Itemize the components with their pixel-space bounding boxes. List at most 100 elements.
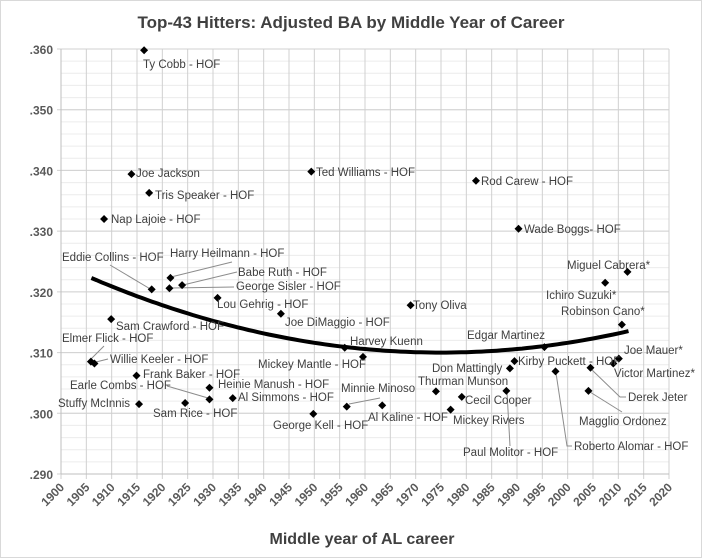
data-point-marker	[623, 267, 632, 276]
data-point-marker	[457, 392, 466, 401]
data-point-marker	[540, 343, 549, 352]
data-point-marker	[140, 46, 149, 55]
data-label: George Kell - HOF	[273, 420, 368, 432]
leader-line	[166, 385, 209, 399]
trendline	[90, 276, 629, 355]
data-point-marker	[514, 224, 523, 233]
y-tick-label: .290	[30, 468, 54, 482]
y-tick-label: .360	[30, 43, 54, 57]
data-label: Al Simmons - HOF	[238, 392, 334, 404]
data-label: Al Kaline - HOF	[368, 412, 448, 424]
data-label: Sam Rice - HOF	[153, 408, 237, 420]
y-tick-label: .300	[30, 407, 54, 421]
y-tick-label: .330	[30, 225, 54, 239]
y-tick-labels: .290 .300 .310 .320 .330 .340 .350 .360	[30, 43, 54, 482]
grid	[57, 48, 670, 479]
data-labels: Ty Cobb - HOF Joe Jackson Tris Speaker - H…	[58, 59, 695, 459]
data-point-marker	[166, 273, 175, 282]
leader-line	[182, 271, 238, 286]
data-point-marker	[165, 284, 174, 293]
data-label: Edgar Martinez	[467, 330, 545, 342]
leader-line	[95, 358, 109, 363]
data-point-marker	[127, 170, 136, 179]
data-point-marker	[342, 402, 351, 411]
leader-line	[506, 391, 511, 447]
data-point-marker	[135, 400, 144, 409]
data-point-marker	[147, 285, 156, 294]
data-label: Ichiro Suzuki*	[546, 290, 617, 302]
leader-line	[89, 345, 105, 361]
data-point-marker	[510, 357, 519, 366]
data-label: Ted Williams - HOF	[316, 167, 415, 179]
data-label: Miguel Cabrera*	[567, 260, 651, 272]
data-label: Roberto Alomar - HOF	[574, 441, 688, 453]
data-label: Heinie Manush - HOF	[218, 379, 329, 391]
data-point-marker	[178, 281, 187, 290]
data-label: Victor Martinez*	[614, 368, 695, 380]
data-point-marker	[601, 278, 610, 287]
data-point-marker	[609, 359, 618, 368]
data-label: Harvey Kuenn	[350, 336, 423, 348]
y-tick-label: .340	[30, 164, 54, 178]
data-point-marker	[100, 215, 109, 223]
data-label: Tony Oliva	[413, 300, 467, 312]
data-point-marker	[181, 398, 190, 407]
data-label: Ty Cobb - HOF	[143, 59, 220, 71]
data-point-marker	[617, 320, 626, 329]
data-label: Babe Ruth - HOF	[238, 267, 327, 279]
data-point-marker	[378, 401, 387, 410]
data-point-marker	[446, 405, 455, 414]
data-point-marker	[505, 364, 514, 373]
data-label: Sam Crawford - HOF	[116, 321, 224, 333]
y-tick-label: .320	[30, 286, 54, 300]
data-label: Tris Speaker - HOF	[155, 190, 254, 202]
data-label: George Sisler - HOF	[236, 281, 341, 293]
data-point-marker	[90, 359, 99, 368]
data-label: Paul Molitor - HOF	[463, 447, 558, 459]
data-point-marker	[406, 301, 415, 310]
data-point-marker	[107, 315, 116, 324]
data-label: Frank Baker - HOF	[143, 369, 240, 381]
leader-line	[590, 368, 626, 398]
y-tick-label: .350	[30, 104, 54, 118]
data-point-marker	[358, 352, 367, 361]
leader-line	[170, 261, 233, 278]
data-point-marker	[213, 293, 222, 302]
data-label: Joe Jackson	[136, 168, 200, 180]
data-point-marker	[551, 367, 560, 376]
data-point-marker	[340, 343, 349, 352]
data-point-marker	[502, 386, 511, 395]
data-point-marker	[586, 363, 595, 372]
data-point-marker	[471, 176, 480, 185]
data-point-marker	[228, 394, 237, 403]
data-label: Thurman Munson	[418, 376, 508, 388]
data-label: Derek Jeter	[628, 392, 688, 404]
data-label: Stuffy McInnis	[58, 398, 130, 410]
chart-title: Top-43 Hitters: Adjusted BA by Middle Ye…	[138, 13, 565, 32]
data-label: Rod Carew - HOF	[481, 176, 573, 188]
data-label: Elmer Flick - HOF	[62, 333, 153, 345]
data-label: Earle Combs - HOF	[70, 380, 171, 392]
data-label: Kirby Puckett - HOF	[518, 356, 620, 368]
data-point-marker	[205, 395, 214, 404]
data-point-marker	[431, 387, 440, 396]
data-label: Cecil Cooper	[465, 395, 532, 407]
data-label: Willie Keeler - HOF	[110, 354, 208, 366]
data-label: Mickey Mantle - HOF	[258, 359, 366, 371]
leader-line	[348, 397, 381, 405]
data-label: Robinson Cano*	[561, 306, 645, 318]
leader-line	[555, 372, 572, 447]
leader-lines	[89, 261, 626, 447]
data-point-marker	[276, 309, 285, 318]
leader-line	[109, 264, 153, 291]
data-label: Minnie Minoso	[341, 383, 415, 395]
data-point-marker	[205, 383, 214, 392]
data-point-marker	[145, 188, 154, 197]
leader-line	[589, 391, 623, 413]
y-tick-label: .310	[30, 347, 54, 361]
data-label: Don Mattingly	[432, 363, 503, 375]
data-label: Eddie Collins - HOF	[62, 252, 164, 264]
data-point-marker	[132, 371, 141, 380]
data-label: Joe DiMaggio - HOF	[285, 317, 390, 329]
